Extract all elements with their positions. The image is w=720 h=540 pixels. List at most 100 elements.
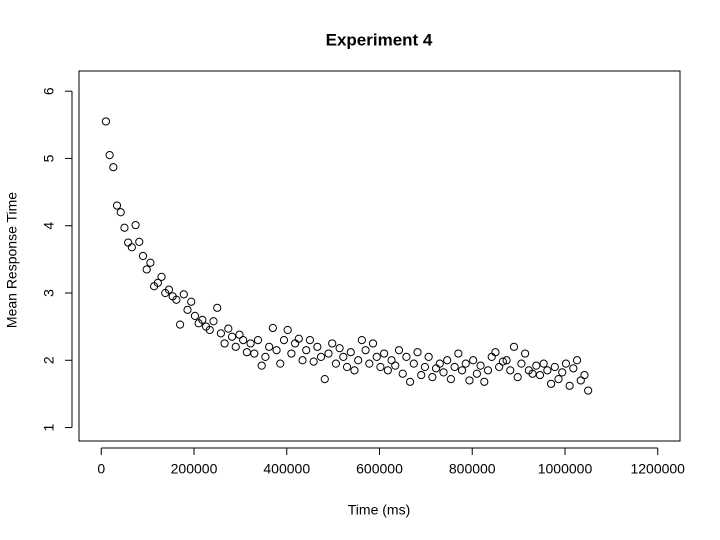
x-tick-label: 200000: [171, 461, 218, 477]
point: [569, 364, 578, 373]
point: [342, 362, 352, 372]
point: [175, 320, 185, 329]
point: [535, 370, 545, 380]
point: [276, 359, 285, 368]
point: [521, 349, 530, 358]
point: [509, 342, 519, 351]
point: [357, 335, 366, 345]
point: [558, 368, 567, 377]
point: [420, 362, 430, 372]
point: [179, 290, 188, 299]
point: [439, 368, 448, 377]
point: [324, 349, 333, 358]
plot-box: [78, 70, 681, 442]
point: [424, 352, 433, 362]
point: [272, 346, 281, 355]
point: [109, 163, 118, 172]
point: [298, 356, 307, 365]
point: [138, 251, 148, 261]
point: [224, 324, 233, 333]
point: [443, 356, 452, 365]
point: [157, 272, 166, 281]
point: [142, 265, 151, 274]
point: [561, 359, 571, 368]
point: [250, 349, 259, 358]
point: [450, 362, 459, 372]
point: [183, 305, 192, 314]
point: [546, 379, 556, 388]
point: [487, 352, 496, 362]
point: [265, 342, 274, 351]
y-axis-label: Mean Response Time: [4, 192, 20, 328]
point: [361, 346, 370, 355]
point: [391, 361, 400, 370]
point: [380, 349, 389, 358]
point: [506, 366, 515, 375]
point: [231, 342, 240, 351]
point: [253, 335, 263, 345]
point: [472, 369, 481, 378]
point: [457, 366, 467, 375]
y-tick-label: 4: [41, 222, 57, 230]
chart-title: Experiment 4: [326, 30, 433, 49]
point: [242, 348, 251, 357]
point: [313, 342, 322, 351]
x-tick-label: 1200000: [630, 461, 685, 477]
point: [372, 352, 381, 362]
point: [394, 346, 404, 355]
point: [246, 339, 255, 348]
point: [572, 356, 582, 365]
point: [172, 295, 181, 304]
point: [216, 329, 226, 338]
point: [205, 325, 214, 335]
point: [101, 117, 110, 126]
point: [135, 237, 144, 246]
point: [491, 348, 500, 357]
point: [339, 352, 348, 362]
point: [309, 357, 318, 366]
point: [268, 323, 277, 333]
point: [239, 335, 248, 345]
point: [580, 370, 589, 380]
point: [190, 311, 200, 320]
point: [402, 352, 411, 362]
point: [257, 361, 266, 370]
point: [417, 370, 426, 380]
point: [465, 376, 474, 385]
point: [164, 285, 174, 294]
point: [480, 377, 489, 386]
point: [320, 375, 329, 384]
point: [483, 366, 493, 375]
point: [517, 359, 526, 368]
point: [120, 223, 129, 232]
point: [576, 376, 585, 385]
point: [413, 348, 422, 357]
point: [476, 361, 485, 370]
point: [543, 366, 552, 375]
point: [305, 335, 315, 345]
point: [146, 258, 155, 267]
point: [368, 339, 378, 348]
point: [283, 325, 292, 335]
point: [513, 372, 522, 382]
point: [454, 349, 463, 358]
point: [435, 359, 444, 368]
point: [112, 201, 122, 210]
point: [584, 386, 593, 395]
x-tick-label: 600000: [356, 461, 403, 477]
point: [428, 372, 437, 382]
x-tick-label: 0: [97, 461, 105, 477]
point: [431, 364, 441, 373]
point: [116, 208, 125, 217]
point: [376, 362, 385, 372]
y-tick-label: 6: [41, 87, 57, 95]
point: [220, 339, 229, 348]
point: [316, 352, 326, 362]
point: [291, 339, 300, 348]
point: [350, 366, 359, 375]
y-tick-label: 5: [41, 154, 57, 162]
point: [346, 348, 355, 357]
x-axis-label: Time (ms): [348, 502, 410, 518]
point: [387, 356, 396, 365]
